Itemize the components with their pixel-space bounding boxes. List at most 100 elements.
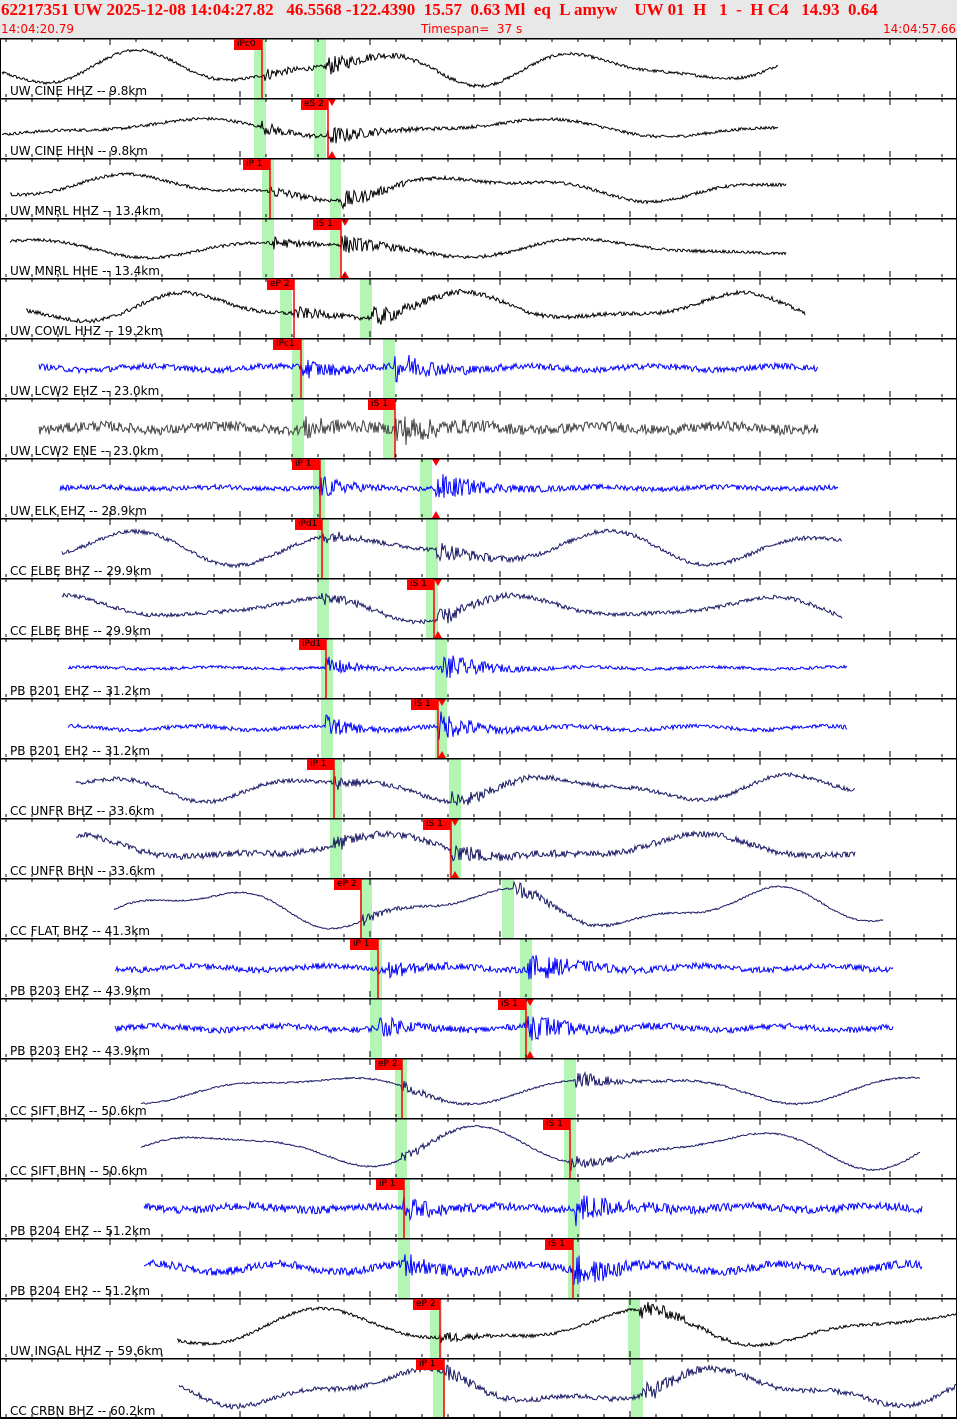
pick-marker-bottom-icon	[434, 631, 442, 638]
waveform-plot	[0, 758, 957, 818]
trace-row[interactable]: iPc0 UW CINE HHZ -- 9.8km	[0, 38, 957, 98]
waveform-plot	[0, 398, 957, 458]
trace-row[interactable]: eP 2 CC FLAT BHZ -- 41.3km	[0, 878, 957, 938]
s-window	[502, 878, 514, 938]
trace-row[interactable]: eS 2 UW CINE HHN -- 9.8km	[0, 98, 957, 158]
channel-label: UW MNRL HHZ -- 13.4km	[10, 204, 161, 218]
p-window	[330, 818, 342, 878]
s-window	[449, 818, 461, 878]
pick-flag[interactable]: iP 1	[243, 159, 270, 170]
p-window	[398, 1238, 410, 1298]
waveform-plot	[0, 458, 957, 518]
channel-label: PB B204 EHZ -- 51.2km	[10, 1224, 151, 1238]
seismic-waveform	[177, 1302, 957, 1348]
waveform-plot	[0, 998, 957, 1058]
event-header: 62217351 UW 2025-12-08 14:04:27.82 46.55…	[0, 0, 957, 38]
trace-row[interactable]: iP 1 PB B204 EHZ -- 51.2km	[0, 1178, 957, 1238]
seismic-waveform	[38, 354, 819, 383]
s-window	[314, 98, 326, 158]
waveform-plot	[0, 698, 957, 758]
start-time: 14:04:20.79	[1, 22, 74, 36]
trace-row[interactable]: iP 1 CC CRBN BHZ -- 60.2km	[0, 1358, 957, 1419]
trace-row[interactable]: iP 1 PB B203 EHZ -- 43.9km	[0, 938, 957, 998]
seismic-waveform	[114, 1016, 894, 1041]
seismic-waveform	[25, 288, 806, 325]
pick-flag[interactable]: iPd1	[299, 639, 326, 650]
timespan: Timespan= 37 s	[421, 22, 523, 36]
seismic-waveform	[67, 711, 848, 740]
trace-row[interactable]: iPd1 PB B201 EHZ -- 31.2km	[0, 638, 957, 698]
trace-row[interactable]: iPc1 UW LCW2 EHZ -- 23.0km	[0, 338, 957, 398]
channel-label: CC UNFR BHZ -- 33.6km	[10, 804, 155, 818]
channel-label: CC SIFT BHZ -- 50.6km	[10, 1104, 147, 1118]
pick-flag[interactable]: iPc0	[234, 39, 262, 50]
seismic-waveform	[61, 528, 843, 569]
pick-marker-top-icon	[432, 459, 440, 466]
pick-flag[interactable]: iP 1	[416, 1359, 444, 1370]
channel-label: PB B201 EHZ -- 31.2km	[10, 684, 151, 698]
channel-label: UW ELK EHZ -- 28.9km	[10, 504, 147, 518]
pick-flag[interactable]: iP 1	[292, 459, 320, 470]
seismogram-panel[interactable]: iPc0 UW CINE HHZ -- 9.8km eS 2 UW CINE HHN …	[0, 38, 957, 1419]
trace-row[interactable]: iP 1 UW MNRL HHZ -- 13.4km	[0, 158, 957, 218]
channel-label: UW LCW2 EHZ -- 23.0km	[10, 384, 160, 398]
pick-flag[interactable]: iPc1	[273, 339, 301, 350]
s-window	[383, 398, 395, 458]
pick-flag[interactable]: iS 1	[498, 999, 526, 1010]
trace-row[interactable]: iS 1 PB B203 EH2 -- 43.9km	[0, 998, 957, 1058]
waveform-plot	[0, 158, 957, 218]
trace-row[interactable]: iS 1 PB B204 EH2 -- 51.2km	[0, 1238, 957, 1298]
trace-row[interactable]: iS 1 CC ELBE BHE -- 29.9km	[0, 578, 957, 638]
trace-row[interactable]: eP 2 UW COWL HHZ -- 19.2km	[0, 278, 957, 338]
trace-row[interactable]: iS 1 UW MNRL HHE -- 13.4km	[0, 218, 957, 278]
channel-label: CC FLAT BHZ -- 41.3km	[10, 924, 150, 938]
pick-flag[interactable]: eS 2	[301, 99, 328, 110]
trace-row[interactable]: eP 2 UW INGAL HHZ -- 59.6km	[0, 1298, 957, 1358]
trace-row[interactable]: iP 1 UW ELK EHZ -- 28.9km	[0, 458, 957, 518]
pick-flag[interactable]: iS 1	[423, 819, 451, 830]
pick-marker-top-icon	[526, 999, 534, 1006]
pick-marker-top-icon	[451, 819, 459, 826]
seismic-waveform	[75, 829, 856, 862]
trace-row[interactable]: iPd1 CC ELBE BHZ -- 29.9km	[0, 518, 957, 578]
waveform-plot	[0, 638, 957, 698]
trace-row[interactable]: iP 1 CC UNFR BHZ -- 33.6km	[0, 758, 957, 818]
pick-flag[interactable]: eP 2	[334, 879, 361, 890]
s-window	[330, 158, 341, 218]
pick-flag[interactable]: iS 1	[543, 1119, 570, 1130]
pick-flag[interactable]: eP 2	[413, 1299, 440, 1310]
pick-flag[interactable]: iS 1	[407, 579, 434, 590]
pick-flag[interactable]: iS 1	[368, 399, 395, 410]
p-window	[395, 1118, 407, 1178]
channel-label: PB B203 EHZ -- 43.9km	[10, 984, 151, 998]
trace-row[interactable]: iS 1 UW LCW2 ENE -- 23.0km	[0, 398, 957, 458]
pick-flag[interactable]: eP 2	[375, 1059, 402, 1070]
channel-label: UW INGAL HHZ -- 59.6km	[10, 1344, 163, 1358]
pick-flag[interactable]: iS 1	[411, 699, 438, 710]
p-window	[254, 98, 266, 158]
pick-flag[interactable]: iPd1	[295, 519, 322, 530]
pick-flag[interactable]: iP 1	[376, 1179, 404, 1190]
trace-row[interactable]: iS 1 CC UNFR BHN -- 33.6km	[0, 818, 957, 878]
pick-flag[interactable]: iS 1	[313, 219, 341, 230]
waveform-plot	[0, 1238, 957, 1298]
trace-row[interactable]: iS 1 PB B201 EH2 -- 31.2km	[0, 698, 957, 758]
s-window	[420, 458, 432, 518]
waveform-plot	[0, 98, 957, 158]
p-window	[262, 158, 274, 218]
pick-flag[interactable]: iS 1	[545, 1239, 573, 1250]
seismic-waveform	[1, 48, 779, 89]
seismic-waveform	[1, 116, 779, 144]
s-window	[564, 1058, 576, 1118]
channel-label: UW CINE HHN -- 9.8km	[10, 144, 148, 158]
trace-row[interactable]: eP 2 CC SIFT BHZ -- 50.6km	[0, 1058, 957, 1118]
pick-flag[interactable]: eP 2	[267, 279, 294, 290]
pick-flag[interactable]: iP 1	[350, 939, 378, 950]
channel-label: PB B201 EH2 -- 31.2km	[10, 744, 151, 758]
seismic-waveform	[140, 1124, 921, 1172]
waveform-plot	[0, 338, 957, 398]
trace-row[interactable]: iS 1 CC SIFT BHN -- 50.6km	[0, 1118, 957, 1178]
waveform-plot	[0, 578, 957, 638]
pick-flag[interactable]: iP 1	[307, 759, 334, 770]
s-window	[568, 1178, 580, 1238]
